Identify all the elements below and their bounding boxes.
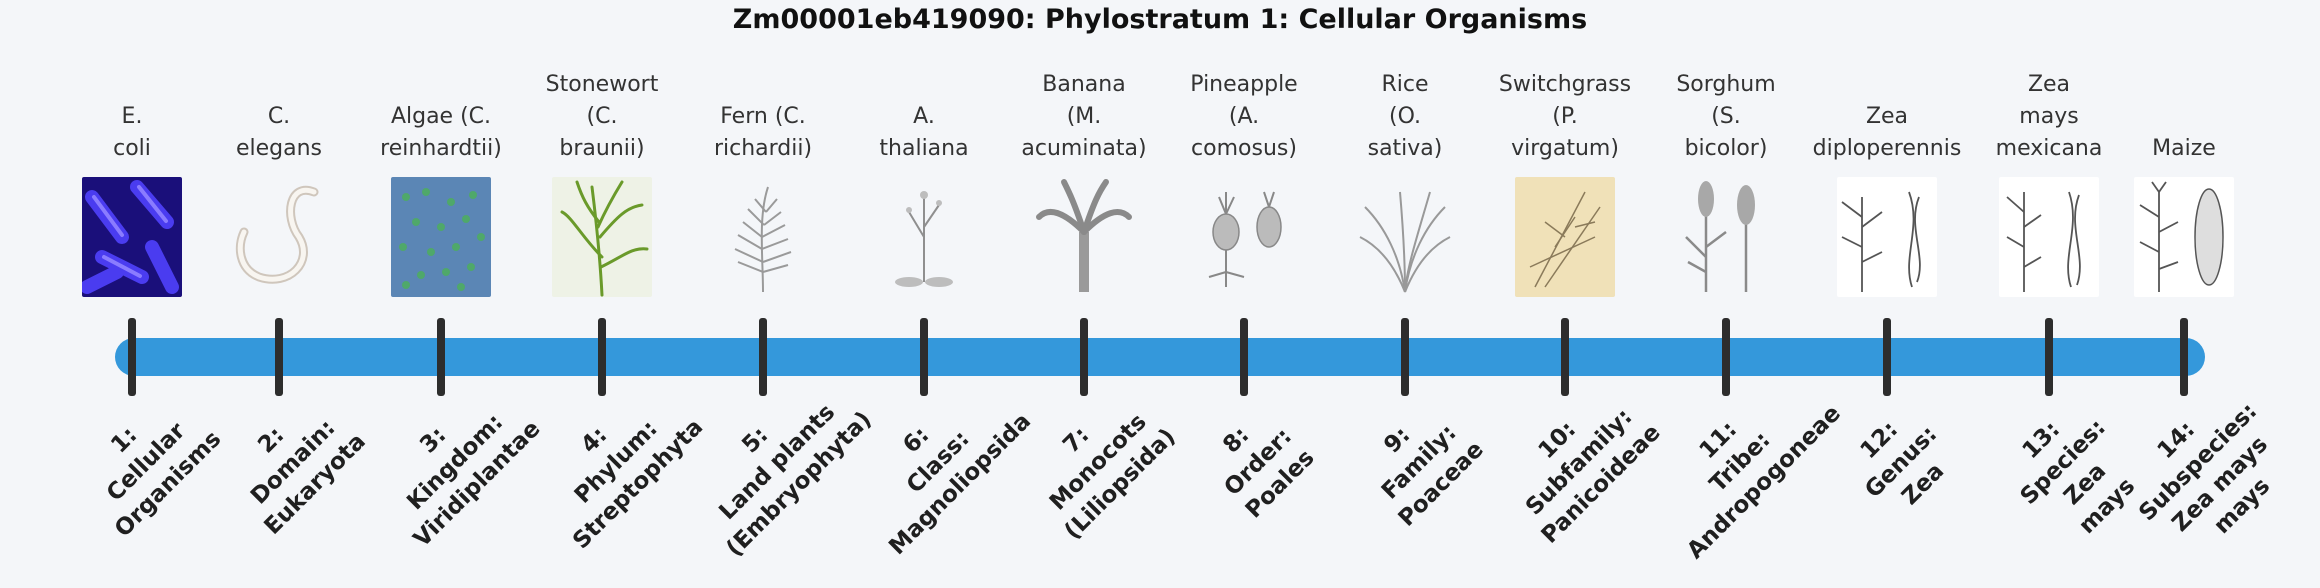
pineapple-image xyxy=(1194,177,1294,297)
organism-label-line: (P. xyxy=(1552,104,1578,129)
organism-label-line: acuminata) xyxy=(1021,136,1147,161)
organism-label-line: braunii) xyxy=(559,136,645,161)
organism-label-line: virgatum) xyxy=(1511,136,1619,161)
organism-label-line: comosus) xyxy=(1191,136,1297,161)
arabidopsis-image xyxy=(874,177,974,297)
switchgrass-image xyxy=(1515,177,1615,297)
organism-label: Rice (O. sativa) xyxy=(1330,69,1480,165)
timeline-tick xyxy=(2180,318,2188,396)
organism-label-line: (A. xyxy=(1228,104,1260,129)
organism-label: Zea mays mexicana xyxy=(1974,69,2124,165)
timeline-tick xyxy=(128,318,136,396)
organism-label-line: Fern (C. xyxy=(720,104,806,129)
stonewort-image xyxy=(552,177,652,297)
rank-label: 2: Domain: Eukaryota xyxy=(190,359,397,566)
timeline-tick xyxy=(1080,318,1088,396)
timeline-tick xyxy=(1561,318,1569,396)
timeline-tick xyxy=(1401,318,1409,396)
organism-label-line: reinhardtii) xyxy=(380,136,502,161)
zea-diploperennis-image xyxy=(1837,177,1937,297)
organism-label-line: mexicana xyxy=(1995,136,2103,161)
organism-label-line: Zea xyxy=(2027,72,2071,97)
organism-label-line: mays xyxy=(2019,104,2079,129)
rank-label: 9: Family: Poaceae xyxy=(1316,359,1523,566)
organism-label-line: Banana xyxy=(1042,72,1126,97)
algae-image xyxy=(391,177,491,297)
timeline-tick xyxy=(1722,318,1730,396)
organism-label-line: Maize xyxy=(2152,136,2216,161)
rank-label: 7: Monocots (Liliopsida) xyxy=(995,359,1202,566)
rank-label: 8: Order: Poales xyxy=(1155,359,1362,566)
organism-label: Zea diploperennis xyxy=(1812,101,1962,165)
rank-label: 12: Genus: Zea xyxy=(1798,359,2005,566)
bacteria-image xyxy=(82,177,182,297)
organism-label-line: richardii) xyxy=(713,136,813,161)
organism-label: Switchgrass (P. virgatum) xyxy=(1490,69,1640,165)
organism-label-line: Switchgrass xyxy=(1498,72,1632,97)
timeline-tick xyxy=(437,318,445,396)
organism-label: Algae (C. reinhardtii) xyxy=(366,101,516,165)
organism-label: Stonewort (C. braunii) xyxy=(527,69,677,165)
organism-label-line: bicolor) xyxy=(1684,136,1768,161)
rank-label: 10: Subfamily: Panicoideae xyxy=(1476,359,1683,566)
organism-label: Maize xyxy=(2109,133,2259,165)
organism-label: Banana (M. acuminata) xyxy=(1009,69,1159,165)
organism-label-line: Rice xyxy=(1381,72,1429,97)
organism-label: Fern (C. richardii) xyxy=(688,101,838,165)
organism-label: Pineapple (A. comosus) xyxy=(1169,69,1319,165)
organism-label-line: sativa) xyxy=(1367,136,1443,161)
organism-label-line: E. xyxy=(121,104,143,129)
organism-label-line: Sorghum xyxy=(1676,72,1776,97)
rank-label: 6: Class: Magnoliopsida xyxy=(835,359,1042,566)
organism-label-line: (O. xyxy=(1388,104,1421,129)
organism-label: Sorghum (S. bicolor) xyxy=(1651,69,1801,165)
organism-label-line: C. xyxy=(267,104,291,129)
timeline-tick xyxy=(920,318,928,396)
rice-image xyxy=(1355,177,1455,297)
maize-image xyxy=(2134,177,2234,297)
zea-mexicana-image xyxy=(1999,177,2099,297)
fern-image xyxy=(713,177,813,297)
rank-label: 5: Land plants (Embryophyta) xyxy=(674,359,881,566)
timeline-tick xyxy=(598,318,606,396)
organism-label-line: (C. xyxy=(586,104,618,129)
rank-label: 4: Phylum: Streptophyta xyxy=(513,359,720,566)
organism-label-line: Pineapple xyxy=(1190,72,1298,97)
organism-label: E. coli xyxy=(57,101,207,165)
organism-label-line: Algae (C. xyxy=(390,104,492,129)
banana-image xyxy=(1034,177,1134,297)
timeline-tick xyxy=(759,318,767,396)
organism-label-line: (S. xyxy=(1711,104,1741,129)
organism-label-line: elegans xyxy=(235,136,323,161)
organism-label: A. thaliana xyxy=(849,101,999,165)
organism-label: C. elegans xyxy=(204,101,354,165)
organism-label-line: Zea xyxy=(1865,104,1909,129)
organism-label-line: diploperennis xyxy=(1812,136,1962,161)
worm-image xyxy=(229,177,329,297)
organism-label-line: thaliana xyxy=(879,136,969,161)
organism-label-line: A. xyxy=(913,104,935,129)
timeline-tick xyxy=(1883,318,1891,396)
timeline-bar xyxy=(115,338,2205,376)
organism-label-line: Stonewort xyxy=(545,72,659,97)
rank-label: 1: Cellular Organisms xyxy=(43,359,250,566)
page-title: Zm00001eb419090: Phylostratum 1: Cellula… xyxy=(732,4,1588,35)
timeline-tick xyxy=(2045,318,2053,396)
rank-label: 11: Tribe: Andropogoneae xyxy=(1637,359,1846,566)
organism-label-line: (M. xyxy=(1066,104,1102,129)
rank-label: 3: Kingdom: Viridiplantae xyxy=(352,359,559,566)
sorghum-image xyxy=(1676,177,1776,297)
organism-label-line: coli xyxy=(113,136,151,161)
timeline-tick xyxy=(275,318,283,396)
timeline-tick xyxy=(1240,318,1248,396)
